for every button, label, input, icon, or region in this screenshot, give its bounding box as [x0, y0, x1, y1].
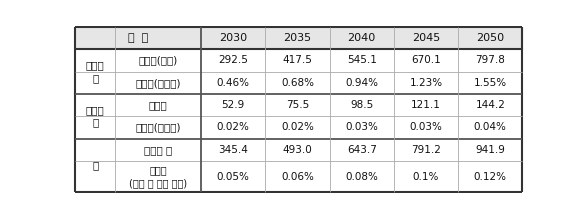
Text: 2040: 2040 — [347, 33, 376, 43]
Text: 417.5: 417.5 — [283, 55, 312, 65]
Text: 545.1: 545.1 — [347, 55, 377, 65]
Text: 0.06%: 0.06% — [281, 172, 314, 182]
Text: 0.05%: 0.05% — [217, 172, 250, 182]
Text: 감축율(업종내): 감축율(업종내) — [135, 78, 181, 88]
Text: 0.12%: 0.12% — [474, 172, 507, 182]
Text: 0.1%: 0.1% — [413, 172, 439, 182]
Text: 0.46%: 0.46% — [217, 78, 250, 88]
Text: 345.4: 345.4 — [218, 145, 248, 155]
Text: 121.1: 121.1 — [411, 100, 441, 110]
Text: 493.0: 493.0 — [283, 145, 312, 155]
Text: 144.2: 144.2 — [475, 100, 505, 110]
Text: 0.68%: 0.68% — [281, 78, 314, 88]
Text: 643.7: 643.7 — [347, 145, 377, 155]
Text: 0.02%: 0.02% — [217, 122, 250, 132]
Text: 670.1: 670.1 — [411, 55, 441, 65]
Text: 2045: 2045 — [412, 33, 440, 43]
Text: 2030: 2030 — [219, 33, 247, 43]
Text: 감축율(부문내): 감축율(부문내) — [135, 122, 181, 132]
Text: 계: 계 — [92, 160, 99, 171]
Text: 75.5: 75.5 — [286, 100, 309, 110]
Text: 감축량: 감축량 — [149, 100, 167, 110]
Text: 2050: 2050 — [476, 33, 504, 43]
Text: 52.9: 52.9 — [222, 100, 245, 110]
Text: 감축율
(국가 총 배출 대비): 감축율 (국가 총 배출 대비) — [129, 165, 187, 188]
Text: 791.2: 791.2 — [411, 145, 441, 155]
Text: 0.08%: 0.08% — [345, 172, 378, 182]
Text: 발전부
문: 발전부 문 — [86, 105, 104, 128]
Text: 1.23%: 1.23% — [409, 78, 442, 88]
Text: 0.94%: 0.94% — [345, 78, 378, 88]
Text: 석유화
학: 석유화 학 — [86, 60, 104, 83]
Text: 0.04%: 0.04% — [474, 122, 507, 132]
Text: 2035: 2035 — [283, 33, 311, 43]
Text: 98.5: 98.5 — [350, 100, 373, 110]
Text: 감축량(직접): 감축량(직접) — [139, 55, 178, 65]
Text: 0.03%: 0.03% — [345, 122, 378, 132]
Text: 1.55%: 1.55% — [474, 78, 507, 88]
Text: 0.03%: 0.03% — [410, 122, 442, 132]
Text: 감축량 계: 감축량 계 — [144, 145, 173, 155]
Text: 797.8: 797.8 — [475, 55, 505, 65]
Text: 0.02%: 0.02% — [281, 122, 314, 132]
Text: 941.9: 941.9 — [475, 145, 505, 155]
Text: 292.5: 292.5 — [218, 55, 248, 65]
Text: 구  분: 구 분 — [128, 33, 148, 43]
